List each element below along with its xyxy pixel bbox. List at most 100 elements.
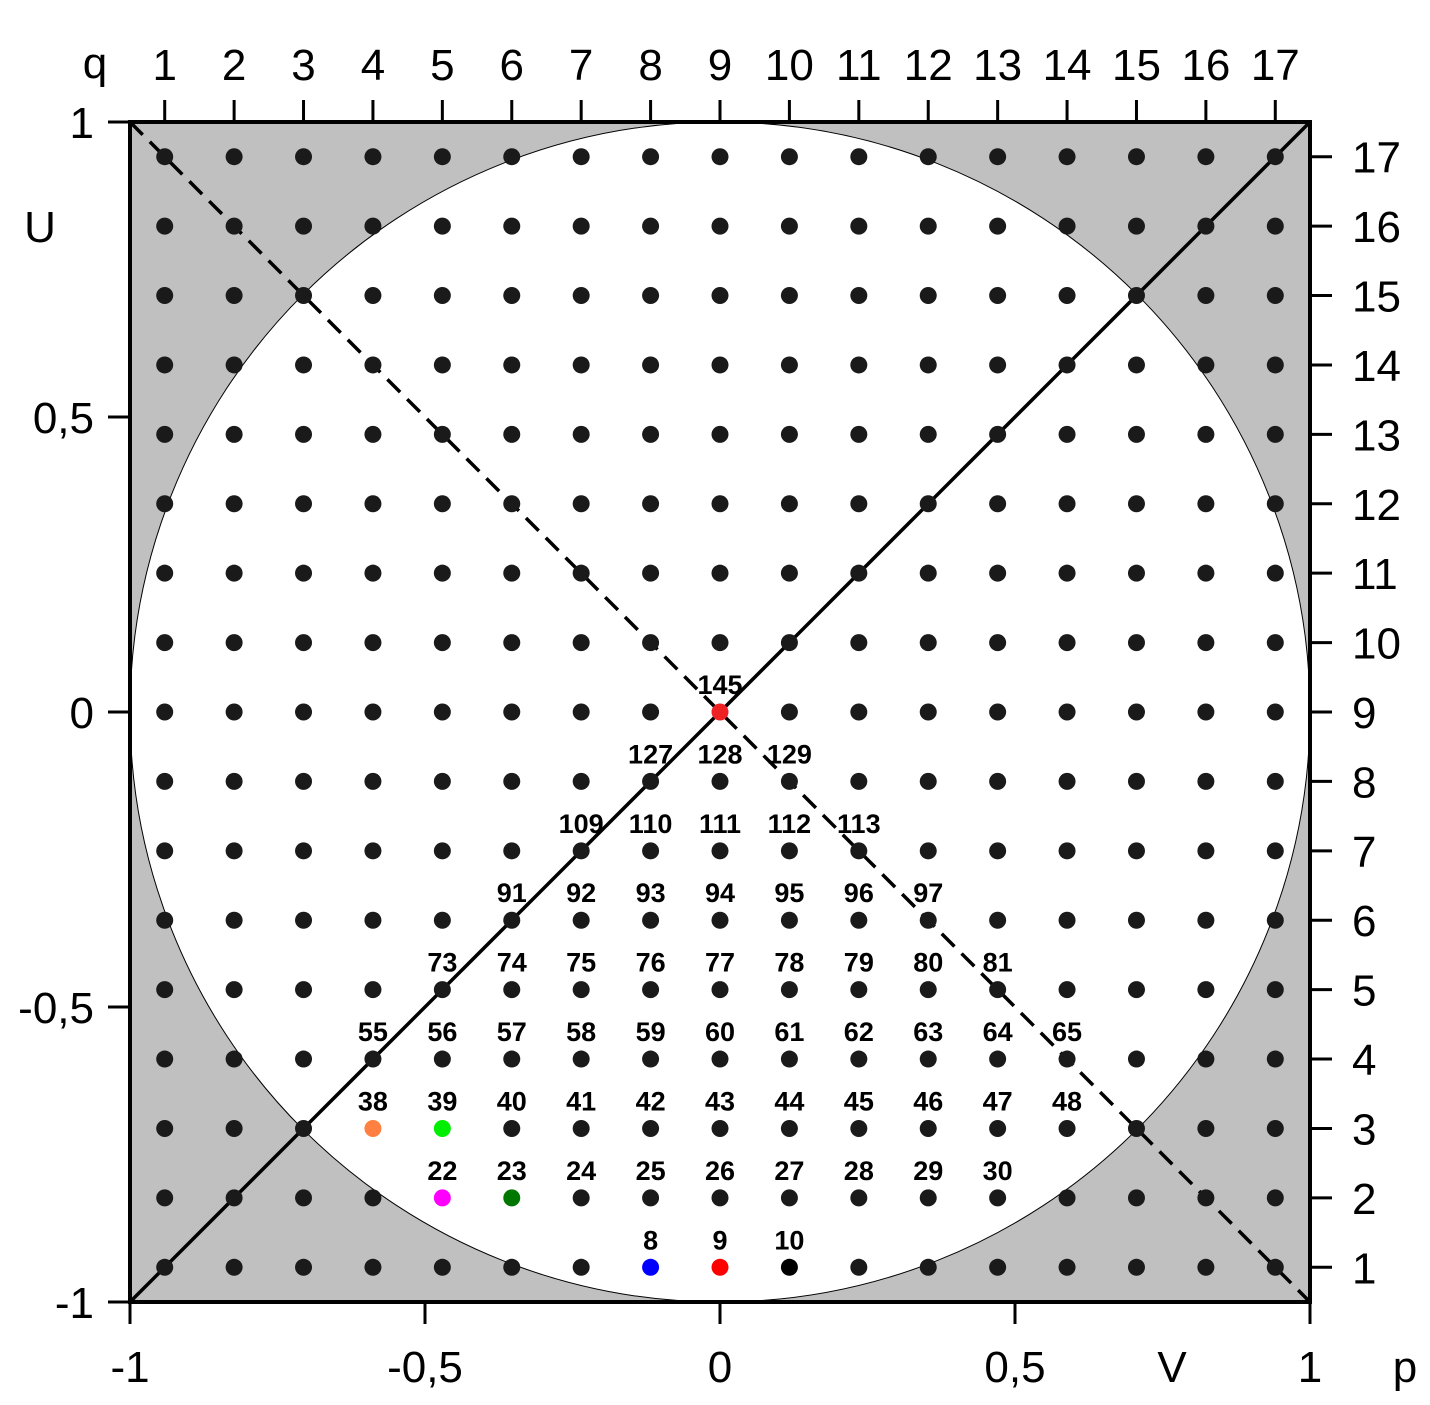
lattice-dot-240	[226, 287, 243, 304]
lattice-dot-172	[226, 565, 243, 582]
lattice-dot-222	[156, 356, 173, 373]
right-tick-label-7: 7	[1352, 828, 1376, 877]
lattice-dot-20	[295, 1189, 312, 1206]
right-tick-label-9: 9	[1352, 689, 1376, 738]
node-label-25: 25	[636, 1156, 666, 1186]
lattice-dot-91	[503, 912, 520, 929]
lattice-dot-223	[226, 356, 243, 373]
lattice-dot-56	[434, 1051, 451, 1068]
lattice-dot-178	[642, 565, 659, 582]
lattice-dot-244	[503, 287, 520, 304]
axis-name-p: p	[1393, 1343, 1417, 1392]
lattice-dot-176	[503, 565, 520, 582]
node-label-81: 81	[983, 948, 1013, 978]
lattice-dot-268	[989, 218, 1006, 235]
lattice-dot-116	[1059, 842, 1076, 859]
left-tick-label-1: 1	[70, 99, 94, 148]
lattice-dot-170	[1267, 634, 1284, 651]
lattice-dot-169	[1197, 634, 1214, 651]
lattice-dot-267	[920, 218, 937, 235]
lattice-dot-60	[712, 1051, 729, 1068]
lattice-dot-86	[156, 912, 173, 929]
lattice-dot-249	[850, 287, 867, 304]
lattice-dot-177	[573, 565, 590, 582]
lattice-dot-79	[850, 981, 867, 998]
lattice-dot-217	[989, 426, 1006, 443]
lattice-dot-74	[503, 981, 520, 998]
lattice-dot-278	[503, 148, 520, 165]
lattice-dot-81	[989, 981, 1006, 998]
lattice-dot-121	[226, 773, 243, 790]
lattice-dot-187	[1267, 565, 1284, 582]
right-tick-label-8: 8	[1352, 758, 1376, 807]
node-label-43: 43	[705, 1086, 735, 1116]
lattice-dot-88	[295, 912, 312, 929]
lattice-dot-12	[920, 1259, 937, 1276]
lattice-dot-103	[156, 842, 173, 859]
lattice-dot-183	[989, 565, 1006, 582]
node-label-30: 30	[983, 1156, 1013, 1186]
lattice-dot-258	[295, 218, 312, 235]
lattice-dot-145	[712, 704, 729, 721]
lattice-dot-21	[364, 1189, 381, 1206]
lattice-dot-196	[712, 495, 729, 512]
node-label-44: 44	[774, 1086, 804, 1116]
lattice-dot-251	[989, 287, 1006, 304]
lattice-dot-40	[503, 1120, 520, 1137]
lattice-dot-54	[295, 1051, 312, 1068]
lattice-dot-108	[503, 842, 520, 859]
lattice-dot-57	[503, 1051, 520, 1068]
lattice-dot-106	[364, 842, 381, 859]
lattice-dot-277	[434, 148, 451, 165]
lattice-dot-213	[712, 426, 729, 443]
lattice-dot-31	[1059, 1189, 1076, 1206]
lattice-dot-219	[1128, 426, 1145, 443]
node-label-113: 113	[837, 809, 881, 839]
top-tick-label-10: 10	[765, 41, 814, 90]
lattice-dot-41	[573, 1120, 590, 1137]
right-tick-label-15: 15	[1352, 273, 1401, 322]
lattice-dot-147	[850, 704, 867, 721]
node-label-60: 60	[705, 1017, 735, 1047]
lattice-dot-68	[1267, 1051, 1284, 1068]
lattice-dot-257	[226, 218, 243, 235]
lattice-dot-138	[226, 704, 243, 721]
lattice-dot-250	[920, 287, 937, 304]
lattice-dot-153	[1267, 704, 1284, 721]
node-label-64: 64	[983, 1017, 1013, 1047]
lattice-dot-150	[1059, 704, 1076, 721]
lattice-dot-101	[1197, 912, 1214, 929]
lattice-dot-190	[295, 495, 312, 512]
node-label-80: 80	[913, 948, 943, 978]
node-label-109: 109	[559, 809, 604, 839]
lattice-dot-260	[434, 218, 451, 235]
node-label-110: 110	[629, 809, 673, 839]
lattice-dot-242	[364, 287, 381, 304]
lattice-dot-203	[1197, 495, 1214, 512]
lattice-dot-95	[781, 912, 798, 929]
node-label-9: 9	[712, 1225, 727, 1255]
lattice-dot-23	[503, 1189, 520, 1206]
lattice-dot-230	[712, 356, 729, 373]
lattice-dot-204	[1267, 495, 1284, 512]
lattice-dot-131	[920, 773, 937, 790]
lattice-dot-276	[364, 148, 381, 165]
right-tick-label-14: 14	[1352, 342, 1401, 391]
lattice-dot-263	[642, 218, 659, 235]
lattice-dot-159	[503, 634, 520, 651]
top-tick-label-14: 14	[1043, 41, 1092, 90]
lattice-dot-65	[1059, 1051, 1076, 1068]
lattice-dot-100	[1128, 912, 1145, 929]
right-tick-label-16: 16	[1352, 203, 1401, 252]
lattice-dot-272	[1267, 218, 1284, 235]
node-label-94: 94	[705, 878, 735, 908]
lattice-dot-126	[573, 773, 590, 790]
node-label-97: 97	[913, 878, 943, 908]
lattice-dot-171	[156, 565, 173, 582]
lattice-dot-8	[642, 1259, 659, 1276]
lattice-dot-199	[920, 495, 937, 512]
lattice-dot-245	[573, 287, 590, 304]
lattice-dot-22	[434, 1189, 451, 1206]
lattice-dot-122	[295, 773, 312, 790]
